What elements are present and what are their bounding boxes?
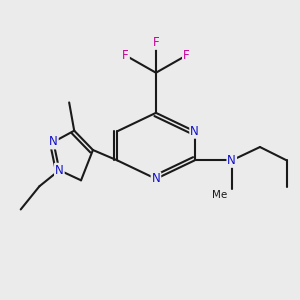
Text: F: F xyxy=(183,49,190,62)
Text: N: N xyxy=(49,136,58,148)
Text: N: N xyxy=(55,164,64,177)
Text: N: N xyxy=(152,172,160,185)
Text: F: F xyxy=(153,36,159,49)
Text: N: N xyxy=(190,125,199,138)
Text: F: F xyxy=(122,49,129,62)
Text: N: N xyxy=(227,154,236,167)
Text: Me: Me xyxy=(212,190,227,200)
